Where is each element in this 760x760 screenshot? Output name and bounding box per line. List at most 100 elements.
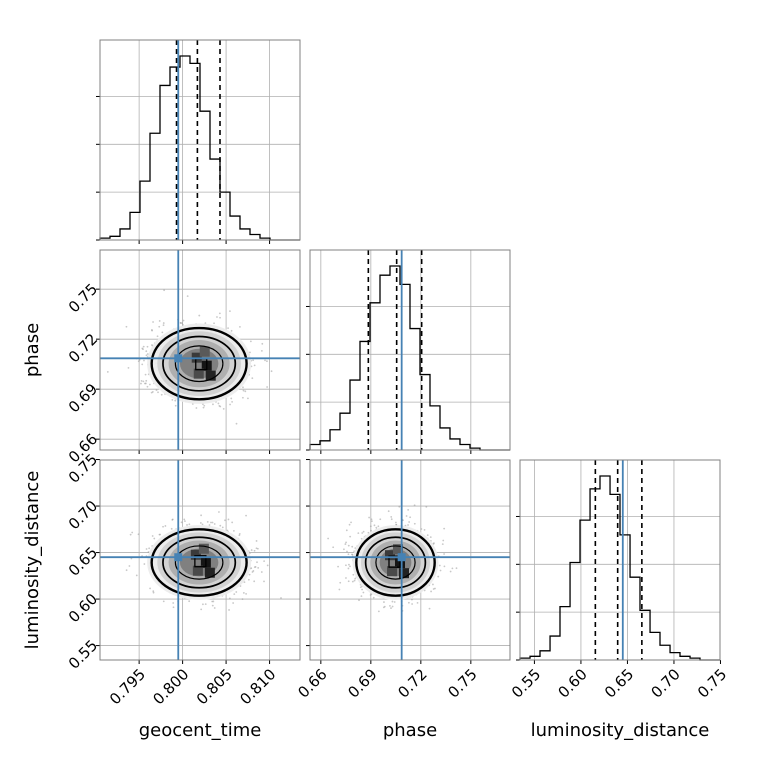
sample-point [155, 389, 158, 391]
sample-point [201, 523, 204, 526]
truth-marker [174, 553, 183, 562]
sample-point [224, 519, 226, 522]
sample-point [251, 377, 254, 380]
sample-point [242, 386, 244, 389]
sample-point [186, 524, 188, 526]
sample-point [142, 345, 145, 348]
sample-point [241, 396, 244, 399]
sample-point [370, 518, 373, 521]
sample-point [231, 401, 234, 403]
sample-point [361, 588, 364, 591]
sample-point [162, 600, 165, 603]
panel-frame [309, 249, 511, 451]
sample-point [327, 537, 330, 540]
panel-frame [99, 39, 301, 241]
sample-point [227, 327, 229, 330]
sample-point [183, 518, 186, 521]
sample-point [242, 389, 245, 392]
sample-point [145, 354, 148, 357]
sample-point [430, 590, 432, 593]
sample-point [212, 600, 215, 603]
contour-line [388, 555, 401, 568]
sample-point [158, 325, 161, 328]
sample-point [247, 397, 249, 400]
sample-point [179, 322, 182, 324]
sample-point [255, 547, 258, 550]
sample-point [142, 380, 145, 383]
sample-point [390, 518, 393, 521]
sample-point [161, 331, 164, 334]
x-axis-label: luminosity_distance [531, 720, 710, 741]
sample-point [248, 573, 251, 576]
sample-point [345, 529, 348, 532]
sample-point [162, 324, 165, 327]
sample-point [145, 548, 148, 550]
sample-point [241, 598, 244, 601]
x-tick-label: 0.75 [694, 665, 730, 701]
sample-point [343, 548, 345, 551]
sample-point [242, 592, 245, 594]
sample-point [383, 601, 385, 603]
sample-point [361, 532, 364, 534]
y-tick-label: 0.60 [65, 590, 101, 626]
sample-point [135, 574, 138, 577]
sample-point [186, 295, 189, 298]
sample-point [256, 561, 258, 564]
sample-point [152, 591, 155, 594]
sample-point [368, 516, 371, 519]
sample-point [131, 531, 134, 534]
sample-point [162, 525, 164, 528]
sample-point [345, 577, 347, 579]
x-tick-label: 0.800 [149, 665, 192, 708]
sample-point [348, 523, 351, 526]
sample-point [219, 316, 221, 319]
sample-point [370, 529, 372, 532]
contour-line [355, 528, 436, 597]
sample-point [158, 320, 161, 322]
sample-point [354, 577, 357, 580]
sample-point [416, 601, 419, 604]
sample-point [125, 325, 128, 328]
sample-point [256, 547, 259, 550]
sample-point [162, 322, 165, 324]
contour-line [174, 545, 224, 580]
x-tick-label: 0.72 [394, 665, 430, 701]
sample-point [369, 525, 372, 528]
sample-point [141, 347, 144, 350]
sample-point [373, 524, 376, 527]
sample-point [128, 565, 131, 567]
y-tick-label: 0.72 [65, 330, 101, 366]
sample-point [188, 600, 191, 603]
sample-point [204, 322, 207, 325]
sample-point [347, 544, 350, 547]
sample-point [153, 537, 156, 540]
sample-point [203, 404, 206, 407]
sample-point [255, 540, 258, 542]
sample-point [217, 402, 220, 405]
contour-line [162, 536, 237, 589]
sample-point [235, 422, 238, 425]
sample-point [252, 359, 255, 362]
truth-marker [397, 553, 406, 562]
y-tick-label: 0.70 [65, 497, 101, 533]
sample-point [140, 382, 142, 385]
histogram-step-line [99, 55, 300, 241]
sample-point [407, 601, 410, 604]
density-cell [193, 368, 204, 379]
sample-point [257, 566, 260, 569]
sample-point [144, 373, 147, 376]
sample-point [249, 340, 252, 343]
sample-point [210, 521, 212, 524]
sample-point [174, 404, 177, 407]
sample-point [407, 524, 409, 526]
sample-point [348, 563, 350, 566]
sample-point [172, 606, 175, 609]
sample-point [244, 390, 247, 393]
sample-point [253, 580, 256, 583]
sample-point [145, 350, 148, 353]
sample-point [137, 360, 140, 363]
sample-point [219, 405, 222, 408]
sample-point [362, 591, 365, 594]
sample-point [218, 312, 221, 315]
